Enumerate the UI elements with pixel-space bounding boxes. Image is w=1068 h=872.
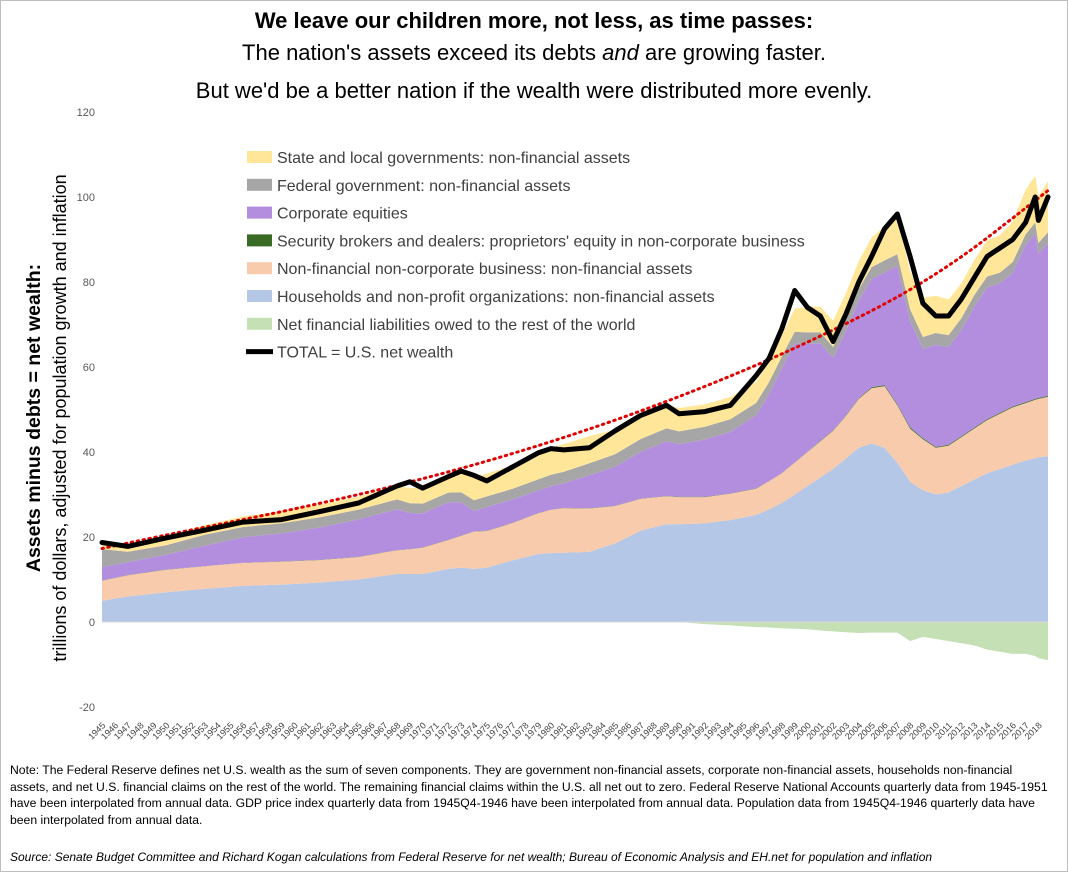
y-tick-label: 120 — [77, 107, 95, 119]
legend-label-households: Households and non-profit organizations:… — [277, 289, 715, 306]
trend-line-group — [100, 189, 1050, 550]
legend-label-federal: Federal government: non-financial assets — [277, 178, 571, 195]
total-net-wealth-line — [99, 194, 1051, 549]
legend-label-statelocal: State and local governments: non-financi… — [277, 150, 630, 167]
chart-title: We leave our children more, not less, as… — [254, 8, 814, 33]
legend-label-noncorp: Non-financial non-corporate business: no… — [277, 261, 692, 278]
legend-label-foreign: Net financial liabilities owed to the re… — [277, 317, 635, 334]
stacked-areas — [102, 175, 1048, 661]
y-tick-label: 20 — [83, 532, 95, 544]
chart-subtitle-2: But we'd be a better nation if the wealt… — [195, 78, 873, 103]
y-axis: -20 0 20 40 60 80 100 120 — [77, 107, 95, 714]
trend-line — [100, 189, 1050, 550]
legend-swatch-statelocal — [247, 151, 272, 163]
x-axis: 1945194619471948194919501951195219531954… — [86, 720, 1044, 741]
legend-swatch-corporate — [247, 206, 272, 219]
area-households — [102, 443, 1048, 622]
chart-subtitle-1: The nation's assets exceed its debts and… — [0, 40, 1068, 66]
y-tick-label: 0 — [89, 617, 95, 629]
legend-swatch-federal — [247, 178, 272, 191]
y-axis-title: Assets minus debts = net wealth: — [23, 264, 45, 572]
subtitle-1-emphasis: and — [602, 40, 639, 65]
legend-swatch-noncorp — [247, 262, 272, 275]
y-axis-title-group: Assets minus debts = net wealth: trillion… — [23, 174, 70, 661]
y-tick-label: 80 — [83, 277, 95, 289]
legend-label-total: TOTAL = U.S. net wealth — [277, 345, 453, 362]
y-axis-subtitle: trillions of dollars, adjusted for popul… — [50, 174, 70, 661]
area-noncorp — [102, 386, 1048, 601]
legend-swatch-foreign — [247, 317, 272, 330]
y-tick-label: 100 — [77, 192, 95, 204]
y-tick-label: -20 — [79, 702, 95, 714]
total-line-group — [99, 194, 1051, 549]
legend-swatch-households — [247, 290, 272, 302]
y-tick-label: 60 — [83, 362, 95, 374]
net-wealth-chart: -20 0 20 40 60 80 100 120 194519461947194819491… — [23, 107, 1051, 742]
area-foreign — [102, 622, 1048, 661]
source-text: Source: Senate Budget Committee and Rich… — [10, 850, 933, 864]
subtitle-1-end: are growing faster. — [638, 40, 826, 65]
legend-swatch-brokers — [247, 234, 272, 247]
y-tick-label: 40 — [83, 447, 95, 459]
legend: State and local governments: non-financi… — [246, 150, 805, 362]
note-text: Note: The Federal Reserve defines net U.… — [10, 763, 1048, 827]
subtitle-1-start: The nation's assets exceed its debts — [242, 40, 603, 65]
legend-label-corporate: Corporate equities — [277, 206, 408, 223]
legend-label-brokers: Security brokers and dealers: proprietor… — [277, 233, 805, 250]
